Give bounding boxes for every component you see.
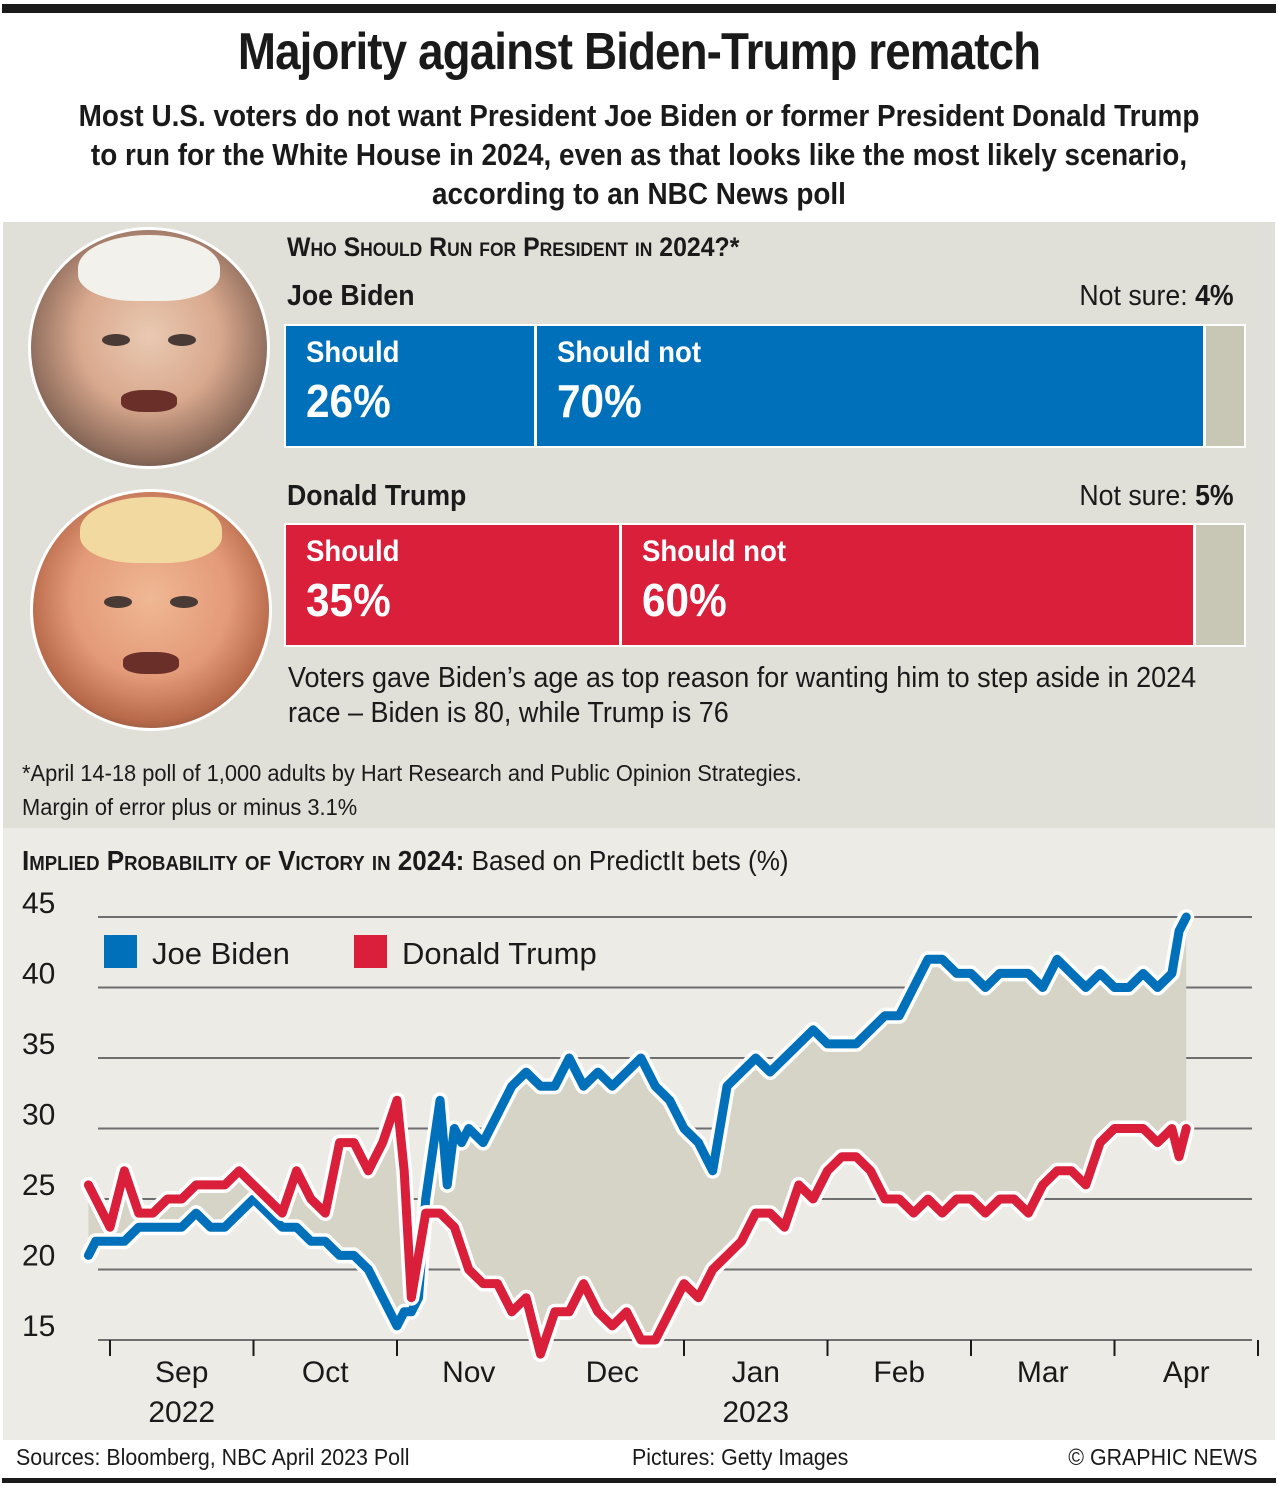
y-tick-label: 20 — [22, 1240, 55, 1273]
should-value: 26% — [306, 375, 391, 427]
eye-shape — [167, 333, 197, 346]
footnote-line: Margin of error plus or minus 3.1% — [22, 794, 358, 820]
x-year-label: 2023 — [722, 1396, 789, 1429]
candidate-name: Joe Biden — [287, 280, 415, 312]
hair-shape — [78, 234, 220, 301]
top-rule — [2, 4, 1276, 13]
pictures-credit: Pictures: Getty Images — [632, 1444, 849, 1470]
probability-line-chart: 15 20 25 30 35 40 45 Sep 2022 Oct Nov Dec Jan 2023 Feb… — [22, 887, 1259, 1429]
should-not-segment: Should not 60% — [622, 525, 1194, 645]
mouth-shape — [122, 652, 180, 674]
should-not-segment: Should not 70% — [536, 326, 1203, 446]
not-sure-segment — [1205, 326, 1244, 446]
gap-area — [88, 917, 1187, 1355]
age-note: Voters gave Biden’s age as top reason fo… — [288, 662, 1197, 729]
hair-shape — [80, 496, 222, 563]
should-segment: Should 26% — [286, 326, 534, 446]
chart-heading: Implied Probability of Victory in 2024: … — [22, 845, 789, 877]
y-tick-label: 25 — [22, 1169, 55, 1202]
eye-shape — [103, 595, 133, 608]
footnote-line: *April 14-18 poll of 1,000 adults by Har… — [22, 760, 802, 786]
should-value: 35% — [306, 574, 391, 626]
x-year-label: 2022 — [148, 1396, 215, 1429]
should-not-label: Should not — [556, 336, 701, 369]
chart-subtitle: Based on PredictIt bets (%) — [471, 845, 789, 876]
legend-label: Donald Trump — [402, 936, 597, 971]
x-tick-label: Jan — [732, 1356, 780, 1389]
eye-shape — [169, 595, 199, 608]
eye-shape — [101, 333, 131, 346]
legend-swatch — [354, 935, 387, 968]
page-title: Majority against Biden-Trump rematch — [237, 23, 1041, 81]
biden-photo — [28, 227, 270, 469]
y-tick-label: 35 — [22, 1028, 55, 1061]
y-tick-label: 40 — [22, 958, 55, 991]
copyright-credit: © GRAPHIC NEWS — [1068, 1444, 1258, 1470]
not-sure-label: Not sure: — [1079, 480, 1189, 512]
poll-heading: Who Should Run for President in 2024?* — [287, 232, 740, 262]
not-sure-value: 4% — [1195, 280, 1234, 312]
should-segment: Should 35% — [286, 525, 620, 645]
x-tick-label: Feb — [873, 1356, 925, 1389]
legend-label: Joe Biden — [152, 936, 290, 971]
chart-title: Implied Probability of Victory in 2024: — [22, 845, 465, 876]
poll-footnote: *April 14-18 poll of 1,000 adults by Har… — [22, 756, 802, 824]
not-sure-readout: Not sure: 4% — [1080, 280, 1234, 313]
candidate-name: Donald Trump — [287, 480, 467, 512]
page-subtitle: Most U.S. voters do not want President J… — [78, 98, 1200, 211]
trump-poll-bar: Should 35% Should not 60% — [284, 523, 1246, 647]
y-tick-label: 30 — [22, 1099, 55, 1132]
mouth-shape — [120, 390, 178, 412]
x-tick-label: Oct — [302, 1356, 349, 1389]
should-not-value: 70% — [556, 375, 642, 427]
x-tick-label: Apr — [1163, 1356, 1210, 1389]
bottom-rule — [2, 1478, 1276, 1483]
should-not-value: 60% — [642, 574, 727, 626]
y-tick-label: 45 — [22, 887, 55, 920]
not-sure-readout: Not sure: 5% — [1080, 480, 1234, 513]
not-sure-value: 5% — [1195, 480, 1234, 512]
series-line-donald-trump — [83, 1095, 1191, 1359]
x-tick-label: Sep — [155, 1356, 208, 1389]
not-sure-label: Not sure: — [1079, 280, 1189, 312]
x-tick-label: Mar — [1017, 1356, 1069, 1389]
should-label: Should — [306, 535, 400, 568]
biden-poll-bar: Should 26% Should not 70% — [284, 324, 1246, 448]
x-tick-label: Dec — [586, 1356, 639, 1389]
sources-credit: Sources: Bloomberg, NBC April 2023 Poll — [16, 1444, 410, 1470]
should-label: Should — [306, 336, 400, 369]
x-tick-label: Nov — [442, 1356, 495, 1389]
legend-swatch — [104, 935, 137, 968]
not-sure-segment — [1196, 525, 1244, 645]
series-line-joe-biden — [83, 912, 1191, 1331]
y-tick-label: 15 — [22, 1310, 55, 1343]
should-not-label: Should not — [642, 535, 787, 568]
trump-photo — [30, 489, 272, 731]
